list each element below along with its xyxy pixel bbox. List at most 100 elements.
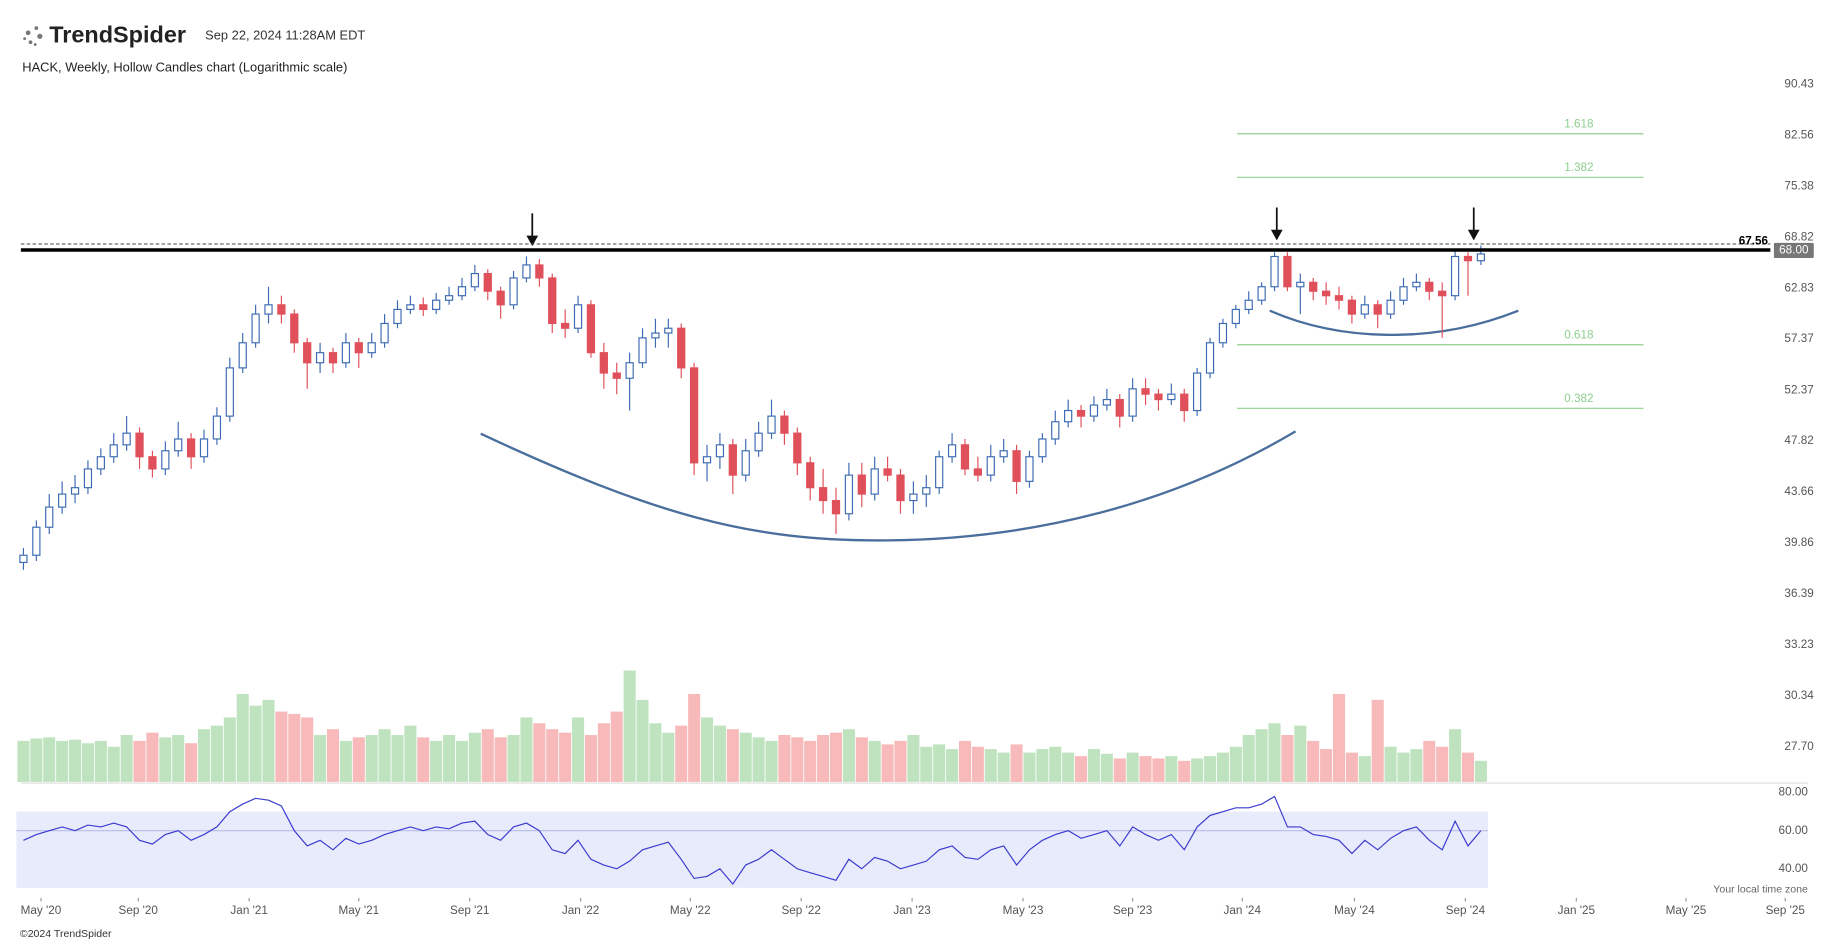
volume-bar xyxy=(713,725,726,782)
candle-body xyxy=(1399,286,1408,301)
candle-body xyxy=(303,342,312,364)
candle-body xyxy=(19,554,28,564)
candle-body xyxy=(909,493,918,502)
timezone-note: Your local time zone xyxy=(1713,884,1808,896)
volume-bar xyxy=(842,729,855,782)
volume-bar xyxy=(907,735,920,782)
candle-body xyxy=(1463,255,1473,262)
volume-bar xyxy=(494,737,507,782)
candle-body xyxy=(315,352,325,364)
candle-body xyxy=(199,438,209,458)
candle-body xyxy=(174,438,183,452)
candle-body xyxy=(651,332,660,339)
candle-body xyxy=(844,474,854,515)
volume-bar xyxy=(120,735,133,782)
candle-body xyxy=(509,277,518,306)
chart-title: HACK, Weekly, Hollow Candles chart (Loga… xyxy=(22,59,347,74)
volume-bar xyxy=(610,711,623,782)
candle-body xyxy=(1347,299,1357,315)
candle-body xyxy=(444,295,454,301)
y-tick-label: 57.37 xyxy=(1784,332,1813,345)
volume-bar xyxy=(868,740,881,782)
copyright: ©2024 TrendSpider xyxy=(20,928,112,939)
candle-body xyxy=(857,474,866,495)
volume-bar xyxy=(1474,760,1487,782)
x-tick-label: Jan '22 xyxy=(562,904,599,917)
y-tick-label: 27.70 xyxy=(1784,740,1814,753)
candle-body xyxy=(32,526,41,556)
candle-body xyxy=(264,304,273,315)
volume-bar xyxy=(17,740,30,782)
volume-bar xyxy=(817,735,830,782)
candle-body xyxy=(148,456,157,470)
volume-bar xyxy=(365,735,378,782)
candle-body xyxy=(470,272,479,288)
candle-body xyxy=(238,342,247,369)
candle-body xyxy=(161,450,170,470)
candle-body xyxy=(1296,281,1305,288)
candle-body xyxy=(612,372,621,379)
candle-body xyxy=(1076,409,1086,417)
volume-bar xyxy=(468,732,481,782)
x-tick-label: Sep '21 xyxy=(450,904,489,917)
volume-bar xyxy=(1255,729,1268,782)
x-tick-label: May '25 xyxy=(1666,904,1707,917)
candle-body xyxy=(1180,393,1189,412)
volume-bar xyxy=(1307,740,1320,782)
candle-body xyxy=(1064,409,1073,423)
volume-bar xyxy=(133,740,146,782)
candle-body xyxy=(599,352,608,374)
volume-bar xyxy=(997,752,1010,782)
candle-body xyxy=(793,432,802,464)
volume-bar xyxy=(326,729,340,782)
volume-bar xyxy=(1023,752,1036,782)
candle-body xyxy=(1025,456,1034,482)
logo: TrendSpider xyxy=(49,22,186,48)
x-tick-label: Sep '23 xyxy=(1113,904,1152,917)
volume-bar xyxy=(262,699,275,782)
candle-body xyxy=(1038,438,1047,458)
y-tick-label: 75.38 xyxy=(1784,179,1814,192)
volume-bar xyxy=(1191,758,1204,782)
volume-bar xyxy=(1268,723,1281,782)
fib-label: 1.618 xyxy=(1564,117,1594,130)
candle-body xyxy=(225,367,234,417)
volume-bar xyxy=(1332,693,1346,782)
candle-body xyxy=(702,456,712,464)
candle-body xyxy=(1373,304,1382,315)
candle-body xyxy=(1334,295,1344,301)
volume-bar xyxy=(275,711,288,782)
last-price-box xyxy=(1773,242,1814,259)
candle-body xyxy=(367,342,376,354)
candle-body xyxy=(290,313,299,344)
candle-body xyxy=(341,342,351,364)
volume-bar xyxy=(455,740,468,782)
candle-body xyxy=(728,444,737,476)
rsi-line xyxy=(23,795,1482,885)
rsi-tick-label: 40.00 xyxy=(1779,862,1809,875)
volume-bar xyxy=(1152,758,1165,782)
x-tick-label: Jan '24 xyxy=(1224,904,1262,917)
candle-body xyxy=(1476,253,1486,262)
candle-body xyxy=(625,362,634,379)
logo-icon xyxy=(23,26,43,46)
volume-bar xyxy=(559,732,572,782)
candle-body xyxy=(561,322,570,329)
rsi-band xyxy=(16,811,1488,888)
candle-body xyxy=(96,456,105,470)
volume-bar xyxy=(584,735,597,782)
candle-body xyxy=(457,286,467,297)
volume-bar xyxy=(533,723,546,782)
volume-bar xyxy=(984,749,997,782)
volume-bar xyxy=(1397,752,1410,782)
volume-bar xyxy=(1087,749,1100,782)
candle-body xyxy=(1193,372,1202,412)
volume-bar xyxy=(391,735,404,782)
candle-body xyxy=(638,337,647,364)
y-tick-label: 47.82 xyxy=(1784,434,1813,447)
volume-bar xyxy=(958,740,972,782)
candle-body xyxy=(1386,299,1395,315)
volume-bar xyxy=(1165,756,1178,782)
candle-body xyxy=(406,304,415,310)
